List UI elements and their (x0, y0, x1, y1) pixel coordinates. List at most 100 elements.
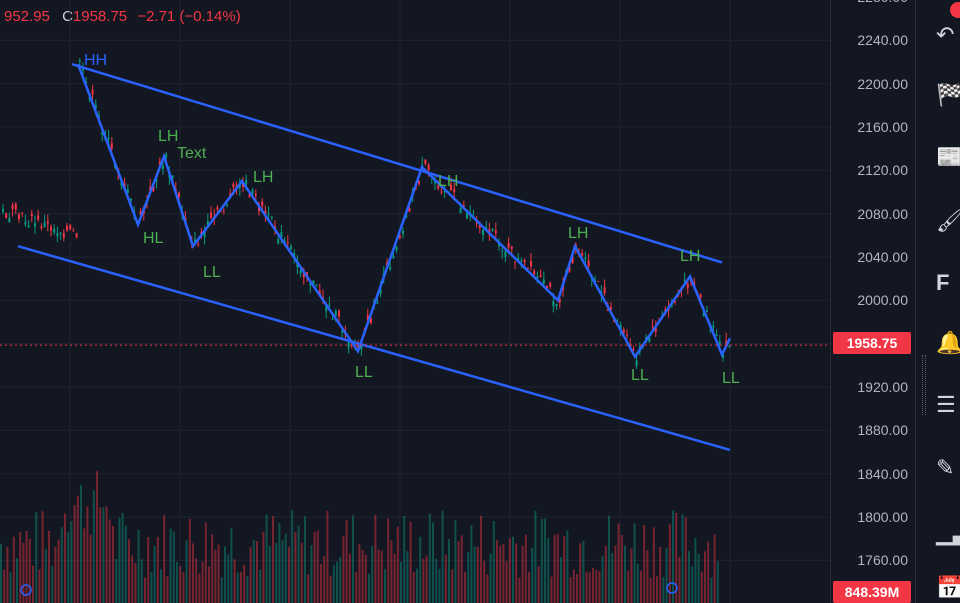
volume-bar (425, 555, 428, 603)
candle-body (165, 154, 168, 158)
candle-body (248, 194, 251, 197)
volume-bar (672, 510, 674, 603)
candle-body (424, 159, 427, 164)
pencil-icon[interactable]: ✎ (936, 455, 955, 480)
price-tick-label: 2200.00 (857, 75, 908, 92)
volume-bar (534, 510, 537, 603)
volume-bar (217, 544, 220, 603)
volume-bar (281, 539, 284, 603)
volume-bar (249, 547, 252, 603)
swing-annotation-label: LH (568, 225, 588, 242)
volume-bar (67, 532, 70, 603)
volume-bar (160, 569, 162, 603)
swing-annotation-label: LL (722, 370, 740, 387)
volume-bar (92, 490, 95, 603)
candle-body (2, 208, 4, 212)
candle-body (290, 246, 292, 250)
candle-body (171, 175, 174, 179)
swing-annotation-label: LH (158, 128, 178, 145)
volume-bar (358, 544, 361, 603)
volume-bar (204, 522, 207, 603)
volume-bar (403, 515, 406, 603)
volume-bar (230, 527, 233, 603)
bell-icon[interactable]: 🔔 (936, 330, 960, 355)
candle-body (24, 222, 27, 225)
volume-bar (345, 519, 348, 603)
bars-icon[interactable]: ▁▃ (936, 520, 960, 545)
volume-bar (284, 533, 287, 603)
volume-bar (457, 541, 460, 603)
volume-bar (483, 560, 486, 603)
volume-bar (348, 553, 351, 603)
volume-bar (560, 557, 562, 603)
sidebar-scrollbar[interactable] (922, 355, 926, 415)
volume-bar (48, 530, 50, 603)
volume-bar (166, 576, 169, 603)
volume-bar (275, 543, 278, 603)
candle-body (475, 222, 478, 224)
volume-bar (435, 558, 438, 603)
volume-bar (336, 561, 338, 603)
chart-plot-area[interactable]: 952.95 C1958.75 −2.71 (−0.14%) HH LH Text H… (0, 0, 830, 603)
price-axis[interactable]: 2280.00 2240.00 2200.00 2160.00 2120.00 2080.… (830, 0, 916, 603)
candle-body (101, 131, 104, 135)
candle-body (53, 228, 56, 233)
volume-bar (76, 495, 79, 603)
volume-bar (377, 549, 380, 603)
volume-bar (320, 563, 322, 603)
volume-bar (243, 564, 246, 603)
candle-body (130, 199, 132, 201)
volume-bar (134, 562, 137, 603)
volume-bar (368, 573, 370, 603)
alert-icon[interactable]: ↶ (936, 22, 955, 47)
candle-body (264, 210, 267, 215)
volume-bar (32, 565, 34, 603)
volume-bar (163, 515, 166, 603)
volume-bar (508, 538, 511, 603)
volume-bar (656, 575, 658, 603)
volume-bar (550, 576, 553, 603)
volume-bar (89, 534, 92, 603)
volume-bar (393, 553, 396, 603)
candle-body (194, 239, 196, 243)
volume-bar (252, 540, 255, 603)
volume-bar (681, 514, 684, 603)
list-icon[interactable]: ☰ (936, 392, 956, 417)
channel-upper-line (71, 62, 723, 264)
volume-bar (105, 506, 108, 603)
candle-body (728, 345, 731, 347)
brush-icon[interactable]: 🖌 (936, 208, 960, 233)
volume-bar (86, 506, 89, 603)
ohlc-legend: 952.95 C1958.75 −2.71 (−0.14%) (4, 8, 241, 25)
calendar-icon[interactable]: 📅 (936, 575, 960, 600)
volume-bar (460, 535, 463, 603)
volume-bar (304, 516, 306, 603)
candle-body (402, 230, 404, 234)
volume-bar (124, 525, 127, 603)
volume-bar (716, 561, 719, 603)
price-tick-label: 2160.00 (857, 119, 908, 136)
swing-annotation-label: LL (631, 367, 649, 384)
fundamentals-icon[interactable]: F (936, 270, 950, 295)
volume-bar (422, 558, 425, 603)
hotlist-icon[interactable]: 🏁 (936, 82, 960, 107)
price-tick-label: 2000.00 (857, 292, 908, 309)
volume-bar (585, 571, 588, 603)
candle-body (261, 201, 264, 206)
volume-bar (448, 539, 450, 603)
price-tick-label: 1880.00 (857, 422, 908, 439)
candle-body (11, 204, 14, 209)
volume-bar (41, 511, 44, 603)
news-icon[interactable]: 📰 (936, 144, 960, 169)
candle-body (616, 320, 619, 322)
volume-bar (515, 543, 518, 603)
volume-bar (492, 520, 495, 603)
candle-body (315, 284, 318, 286)
candle-body (197, 244, 200, 246)
volume-bar (700, 571, 703, 603)
candle-body (91, 89, 94, 95)
volume-bar (220, 577, 223, 603)
volume-bar (19, 531, 22, 603)
volume-bar (537, 566, 540, 603)
candle-body (418, 180, 420, 184)
